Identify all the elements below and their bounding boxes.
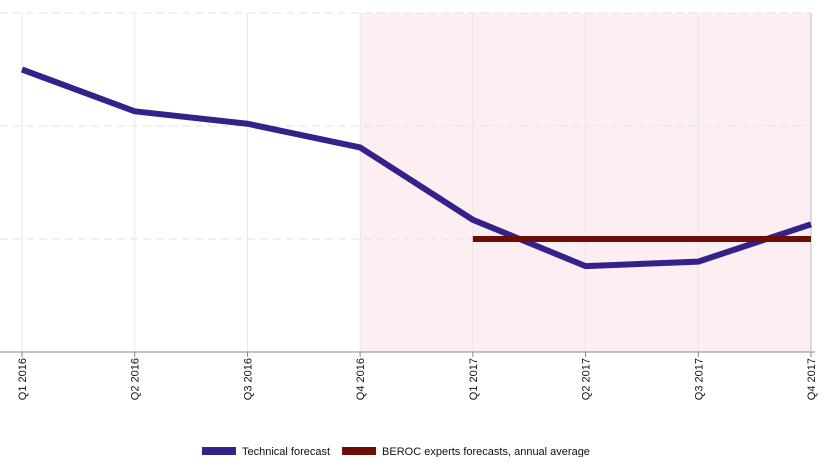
x-tick-label: Q3 2017: [693, 358, 705, 400]
legend-swatch: [342, 447, 377, 455]
x-tick-label: Q2 2017: [581, 358, 593, 400]
x-tick-label: Q1 2016: [17, 358, 29, 400]
series-line: [20, 66, 812, 270]
legend-label: BEROC experts forecasts, annual average: [382, 446, 590, 457]
x-tick-label: Q2 2016: [130, 358, 142, 400]
x-tick-label: Q4 2017: [806, 358, 818, 400]
legend-swatch: [202, 447, 236, 455]
x-tick-label: Q3 2016: [242, 358, 254, 400]
legend-label: Technical forecast: [242, 446, 330, 457]
x-tick-label: Q4 2016: [355, 358, 367, 400]
x-tick-label: Q1 2017: [468, 358, 480, 400]
legend: Technical forecast BEROC experts forecast…: [202, 446, 590, 458]
